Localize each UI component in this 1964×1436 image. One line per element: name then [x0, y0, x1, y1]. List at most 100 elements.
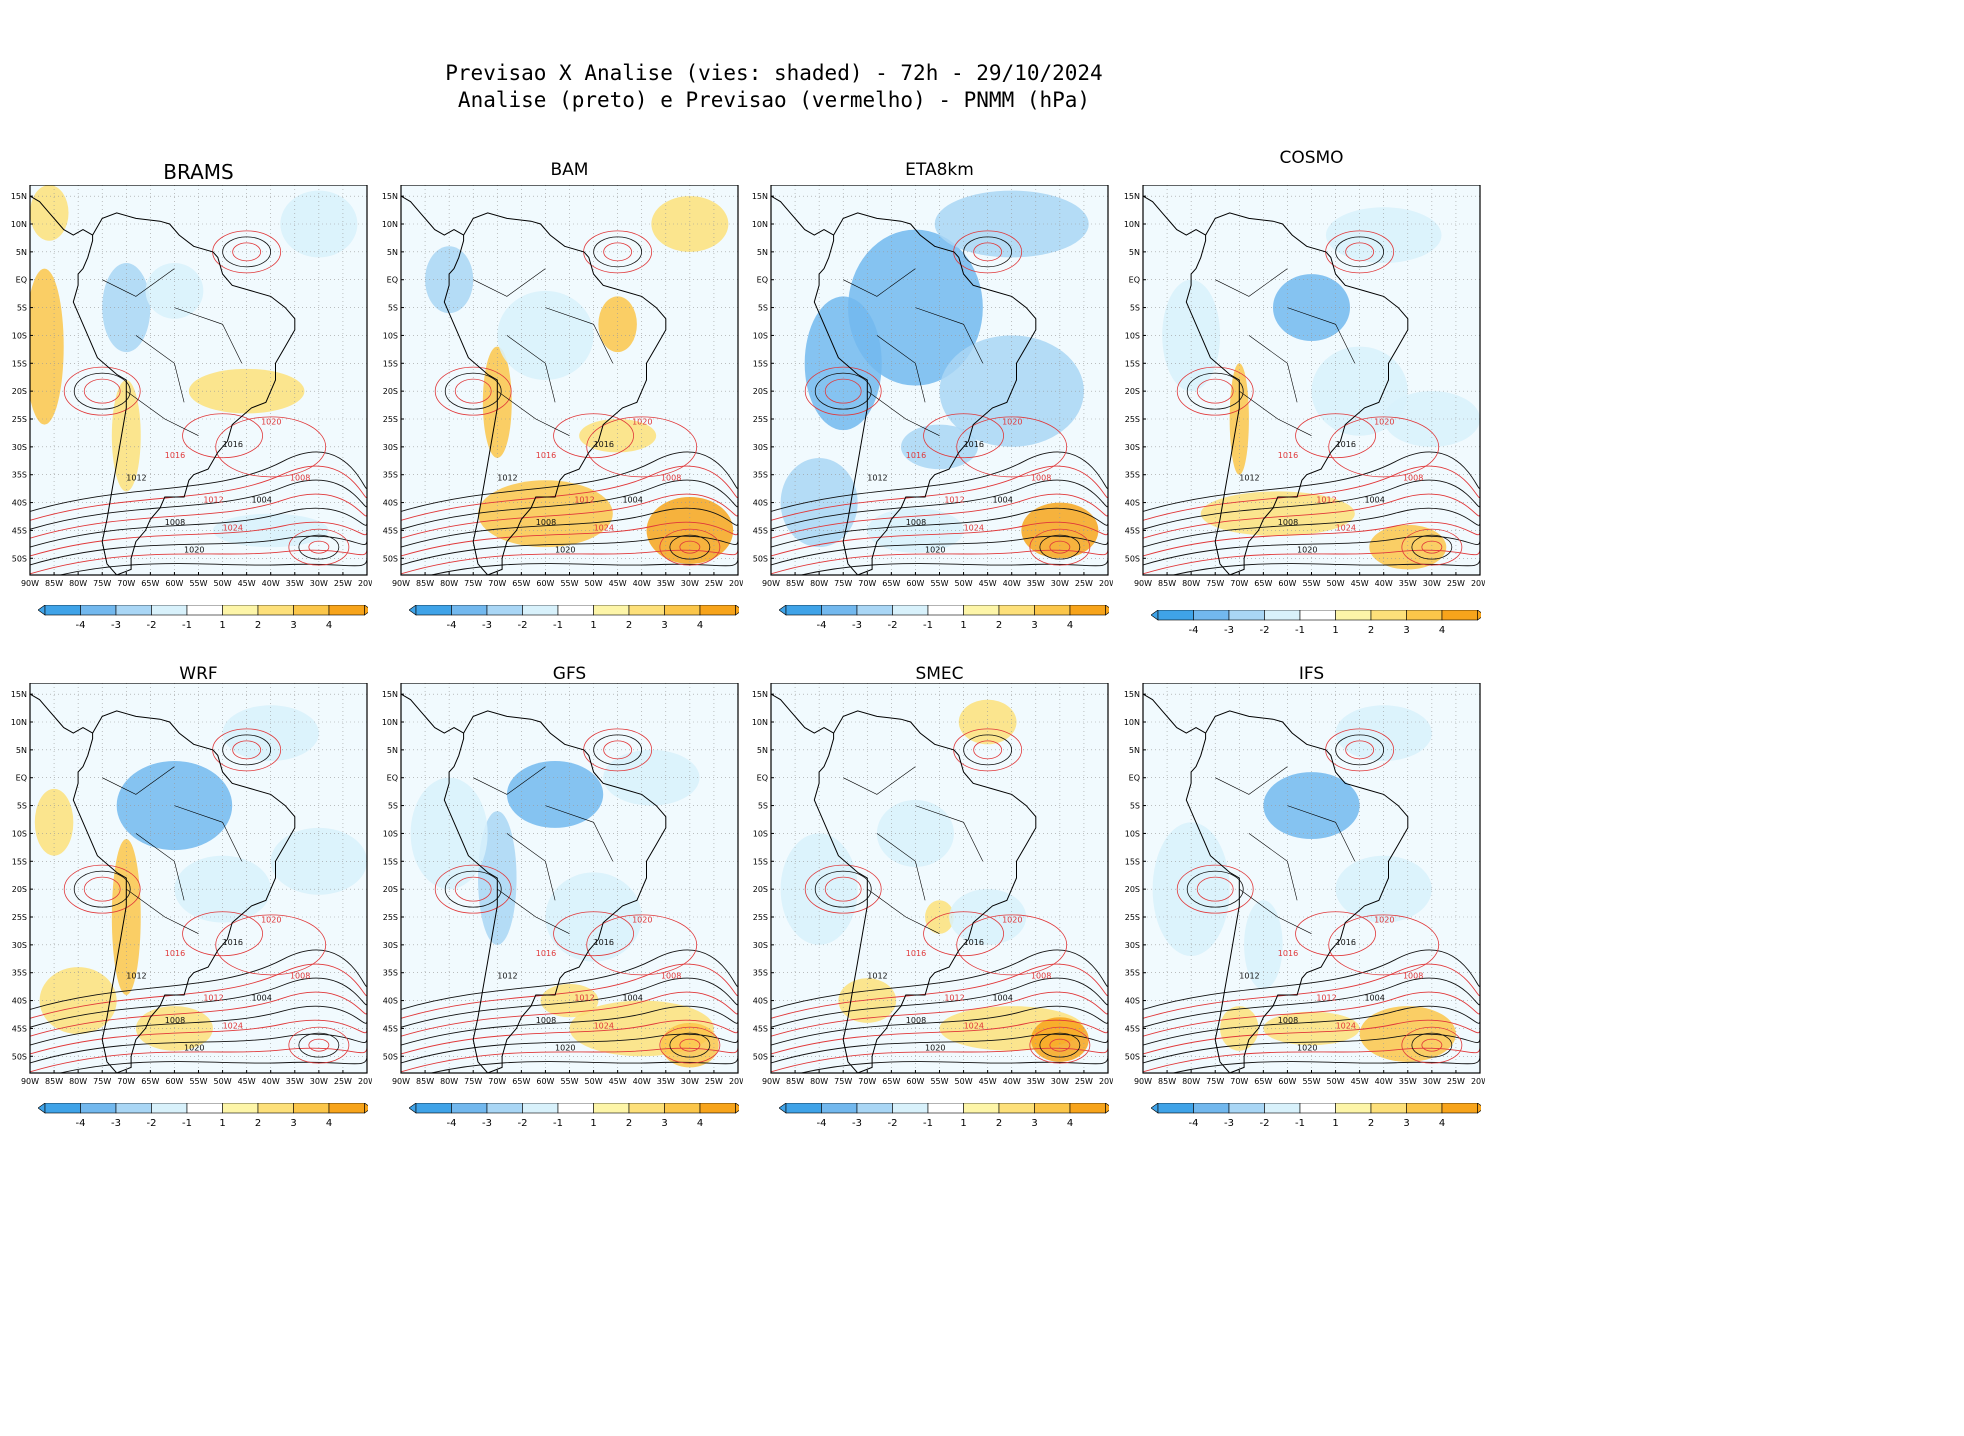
isobar-line: [1039, 1032, 1081, 1058]
country-border: [135, 335, 185, 403]
isobar-label-analysis: 1008: [906, 1016, 926, 1025]
isobar-label-analysis: 1020: [184, 546, 204, 555]
colorbar-segment: [699, 605, 736, 616]
figure-title-line-1: Previsao X Analise (vies: shaded) - 72h …: [445, 61, 1103, 85]
isobar-line: [73, 372, 131, 410]
isobar-line: [771, 548, 1108, 575]
isobar-label-analysis: 1008: [1278, 518, 1298, 527]
isobar-line: [401, 548, 738, 575]
isobar-line: [1345, 242, 1375, 262]
isobar-label-analysis: 1012: [497, 971, 517, 980]
colorbar-segment: [1370, 610, 1407, 621]
latitude-tick-label: 20S: [753, 387, 768, 396]
isobar-line: [1171, 557, 1480, 575]
isobar-line: [30, 507, 367, 548]
latitude-tick-label: 10S: [1125, 829, 1140, 838]
latitude-tick-label: 40S: [383, 499, 398, 508]
colorbar: -4 -3 -2 -1 1 2 3 4: [38, 1103, 368, 1129]
colorbar-segment: [1228, 1103, 1265, 1114]
isobar-label-forecast: 1024: [964, 523, 984, 532]
isobar-line: [963, 734, 1013, 766]
colorbar-tick-label: 3: [290, 620, 296, 631]
longitude-tick-label: 60W: [1278, 579, 1296, 588]
isobar-line: [1171, 1055, 1480, 1073]
longitude-tick-label: 35W: [1027, 579, 1045, 588]
colorbar-segment: [415, 605, 452, 616]
longitude-tick-label: 65W: [1254, 579, 1272, 588]
isobar-label-analysis: 1004: [622, 496, 642, 505]
isobar-line: [1143, 1046, 1480, 1073]
longitude-tick-label: 70W: [488, 579, 506, 588]
colorbar-segment: [892, 605, 929, 616]
isobar-line: [30, 521, 367, 557]
isobar-line: [1176, 864, 1254, 914]
longitude-tick-label: 25W: [705, 579, 723, 588]
colorbar-tick-label: 1: [960, 1118, 966, 1129]
colorbar-segment: [151, 1103, 188, 1114]
latitude-tick-label: 10N: [382, 718, 398, 727]
longitude-tick-label: 85W: [1158, 579, 1176, 588]
longitude-tick-label: 90W: [21, 1077, 39, 1086]
colorbar-segment: [1335, 1103, 1372, 1114]
isobar-label-analysis: 1012: [867, 971, 887, 980]
longitude-tick-label: 75W: [1206, 1077, 1224, 1086]
colorbar-tick-label: 3: [1403, 1118, 1409, 1129]
longitude-tick-label: 80W: [1182, 1077, 1200, 1086]
country-border: [843, 766, 916, 795]
longitude-tick-label: 70W: [858, 579, 876, 588]
colorbar-tick-label: -4: [76, 1118, 86, 1129]
latitude-tick-label: 45S: [753, 526, 768, 535]
latitude-tick-label: 15N: [1124, 192, 1140, 201]
longitude-tick-label: 80W: [440, 579, 458, 588]
longitude-tick-label: 45W: [609, 1077, 627, 1086]
latitude-tick-label: 5S: [758, 304, 768, 313]
colorbar-tick-label: -1: [1295, 625, 1305, 636]
latitude-tick-label: EQ: [16, 276, 27, 285]
isobar-label-forecast: 1024: [1336, 1021, 1356, 1030]
isobar-label-analysis: 1012: [126, 473, 146, 482]
isobar-label-forecast: 1016: [906, 451, 926, 460]
isobar-label-forecast: 1016: [1278, 451, 1298, 460]
country-border: [1248, 833, 1298, 901]
isobar-line: [593, 734, 643, 766]
isobar-label-analysis: 1020: [184, 1044, 204, 1053]
colorbar-tick-label: 2: [996, 620, 1002, 631]
longitude-tick-label: 30W: [1051, 579, 1069, 588]
isobar-line: [824, 876, 862, 902]
figure-title: Previsao X Analise (vies: shaded) - 72h …: [0, 60, 1548, 114]
isobar-line: [771, 451, 1108, 512]
latitude-tick-label: 10S: [1125, 331, 1140, 340]
longitude-tick-label: 65W: [882, 1077, 900, 1086]
isobar-label-analysis: 1016: [964, 440, 984, 449]
latitude-tick-label: 30S: [383, 443, 398, 452]
latitude-tick-label: 15N: [11, 192, 27, 201]
colorbar-segment: [593, 1103, 630, 1114]
colorbar-tick-label: -4: [1189, 1118, 1199, 1129]
colorbar-segment: [1441, 610, 1478, 621]
bias-shading: [660, 1022, 719, 1068]
pressure-map: 1004 1008 1008 1012 1012 1016 1016 1020 1020 1024…: [382, 683, 743, 1086]
coastline: [771, 195, 834, 236]
isobar-label-forecast: 1020: [261, 418, 281, 427]
coastline: [401, 693, 464, 734]
longitude-tick-label: 80W: [69, 579, 87, 588]
colorbar-segment: [1157, 1103, 1194, 1114]
longitude-tick-label: 80W: [810, 1077, 828, 1086]
colorbar-tick-label: -3: [852, 1118, 862, 1129]
colorbar-tick-label: 1: [219, 620, 225, 631]
latitude-tick-label: 40S: [753, 997, 768, 1006]
pressure-map: 1004 1008 1008 1012 1012 1016 1016 1020 1020 1024…: [382, 185, 743, 588]
isobar-label-forecast: 1012: [203, 994, 223, 1003]
latitude-tick-label: 5S: [1130, 802, 1140, 811]
colorbar-tick-label: -2: [888, 620, 898, 631]
country-border: [843, 268, 916, 297]
latitude-tick-label: 50S: [383, 554, 398, 563]
colorbar-tick-label: 1: [960, 620, 966, 631]
isobar-label-forecast: 1016: [536, 949, 556, 958]
longitude-tick-label: 55W: [189, 1077, 207, 1086]
isobar-line: [669, 534, 711, 560]
colorbar-segment: [115, 605, 152, 616]
latitude-tick-label: 10N: [11, 718, 27, 727]
longitude-tick-label: 35W: [1027, 1077, 1045, 1086]
isobar-label-analysis: 1012: [867, 473, 887, 482]
